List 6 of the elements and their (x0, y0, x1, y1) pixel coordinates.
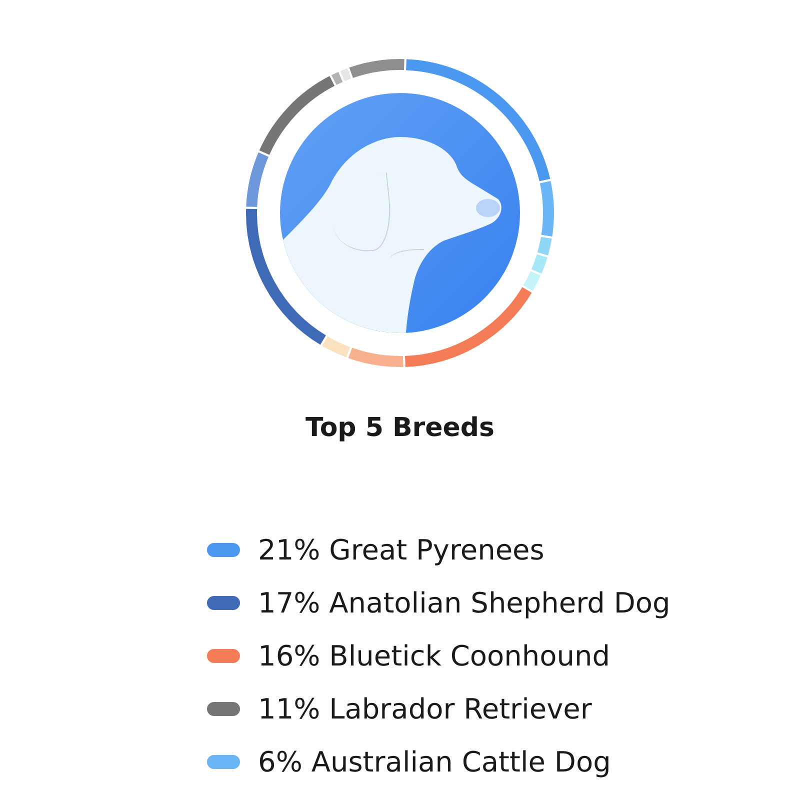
text: Top 5 Breeds (306, 413, 494, 443)
legend-label: 17% Anatolian Shepherd Dog (258, 586, 670, 620)
legend-label: 21% Great Pyrenees (258, 534, 544, 566)
legend-label: 11% Labrador Retriever (258, 692, 592, 726)
legend-label: 16% Bluetick Coonhound (258, 640, 610, 672)
legend-label: 6% Australian Cattle Dog (258, 746, 611, 778)
